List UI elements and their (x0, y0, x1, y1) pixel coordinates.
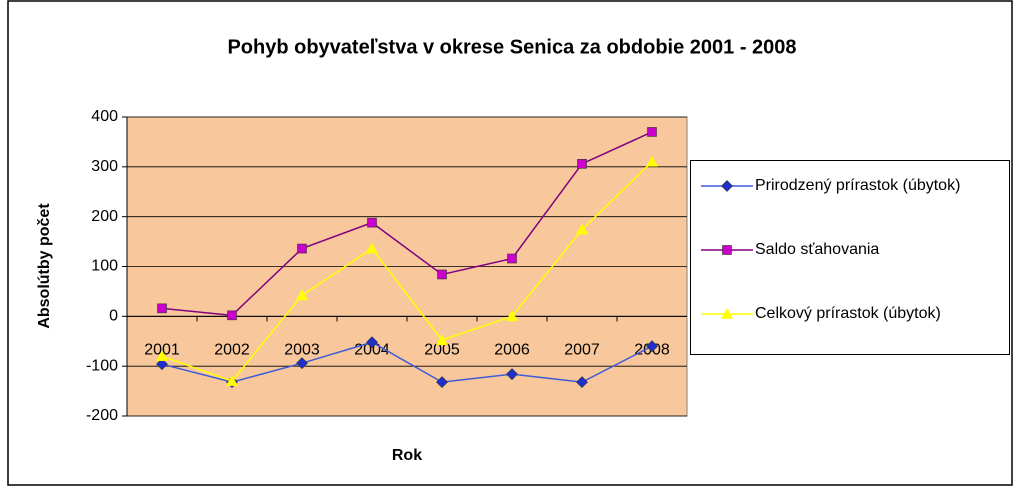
legend-item: Celkový prírastok (úbytok) (699, 303, 941, 325)
legend-label: Prirodzený prírastok (úbytok) (755, 177, 961, 194)
x-tick-label: 2002 (214, 342, 250, 359)
x-tick-label: 2001 (144, 342, 180, 359)
legend: Prirodzený prírastok (úbytok) Saldo sťaho… (690, 160, 1010, 355)
y-tick-label: 200 (91, 208, 118, 225)
marker (437, 269, 447, 280)
legend-swatch (701, 180, 753, 192)
x-axis-label: Rok (392, 447, 422, 464)
y-tick-label: 300 (91, 158, 118, 175)
marker (436, 376, 448, 389)
x-tick-label: 2005 (424, 342, 460, 359)
y-tick-label: 100 (91, 258, 118, 275)
y-tick-label: 0 (109, 308, 118, 325)
marker (297, 243, 307, 254)
marker (720, 307, 734, 319)
marker (645, 155, 659, 167)
series-line (161, 341, 653, 383)
marker (227, 310, 237, 321)
chart-title: Pohyb obyvateľstva v okrese Senica za ob… (227, 36, 796, 58)
marker (722, 245, 732, 255)
series-line (161, 131, 653, 317)
y-tick-label: -100 (86, 357, 118, 374)
marker (156, 358, 168, 371)
legend-label: Saldo sťahovania (755, 241, 880, 258)
x-tick-label: 2003 (284, 342, 320, 359)
marker (435, 334, 449, 346)
marker (295, 289, 309, 301)
legend-swatch (701, 307, 753, 319)
legend-item: Saldo sťahovania (699, 239, 879, 261)
marker (505, 310, 519, 322)
y-axis-label: Absolútby počet (36, 203, 53, 329)
x-tick-label: 2004 (354, 342, 390, 359)
x-tick-label: 2007 (564, 342, 600, 359)
marker (365, 242, 379, 254)
legend-label: Celkový prírastok (úbytok) (755, 305, 941, 322)
legend-swatch (701, 245, 753, 255)
series-line (161, 161, 653, 383)
marker (367, 217, 377, 228)
marker (721, 180, 733, 192)
marker (576, 376, 588, 389)
y-tick-label: -200 (86, 407, 118, 424)
legend-item: Prirodzený prírastok (úbytok) (699, 175, 960, 197)
marker (366, 336, 378, 349)
marker (575, 223, 589, 235)
marker (647, 127, 657, 137)
marker (225, 374, 239, 386)
marker (155, 350, 169, 362)
marker (296, 357, 308, 370)
marker (157, 303, 167, 314)
x-tick-label: 2006 (494, 342, 530, 359)
marker (507, 253, 517, 264)
marker (646, 340, 658, 353)
marker (506, 368, 518, 381)
y-tick-label: 400 (91, 108, 118, 125)
marker (577, 159, 587, 169)
